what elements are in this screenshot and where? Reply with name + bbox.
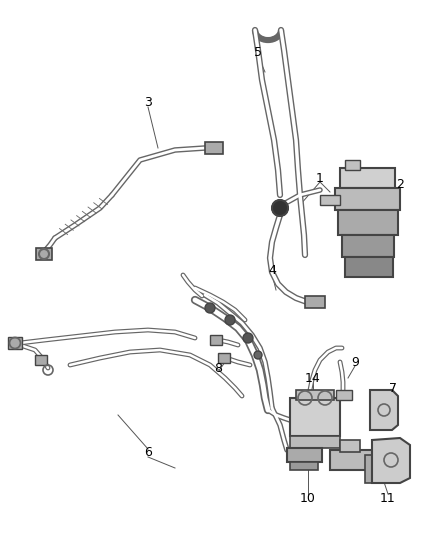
Bar (338, 210, 398, 235)
Bar (205, 142, 223, 154)
Text: 8: 8 (214, 361, 222, 375)
Bar (296, 390, 334, 400)
Bar (320, 195, 340, 205)
Text: 3: 3 (144, 96, 152, 109)
Text: 5: 5 (254, 45, 262, 59)
Text: 14: 14 (305, 372, 321, 384)
Bar (365, 455, 385, 483)
Polygon shape (370, 390, 398, 430)
Bar (290, 398, 340, 436)
Bar (35, 355, 47, 365)
Polygon shape (372, 438, 410, 483)
Bar (340, 440, 360, 452)
Bar (210, 335, 222, 345)
Text: 2: 2 (396, 179, 404, 191)
Bar (340, 168, 395, 188)
Circle shape (225, 315, 235, 325)
Text: 9: 9 (351, 356, 359, 368)
Circle shape (254, 351, 262, 359)
Circle shape (205, 303, 215, 313)
Bar (36, 248, 52, 260)
Text: 6: 6 (144, 447, 152, 459)
Bar (290, 462, 318, 470)
Text: 7: 7 (389, 382, 397, 394)
Text: 4: 4 (268, 263, 276, 277)
Bar (218, 353, 230, 363)
Bar (335, 188, 400, 210)
Text: 1: 1 (316, 172, 324, 184)
Circle shape (243, 333, 253, 343)
Bar (345, 257, 393, 277)
Bar (8, 337, 22, 349)
Text: 11: 11 (380, 491, 396, 505)
Bar (287, 448, 322, 462)
Bar (336, 390, 352, 400)
Bar (342, 235, 394, 257)
Bar (290, 436, 340, 448)
Text: 10: 10 (300, 491, 316, 505)
Circle shape (272, 200, 288, 216)
Bar (305, 296, 325, 308)
Bar (345, 160, 360, 170)
Bar (330, 450, 385, 470)
